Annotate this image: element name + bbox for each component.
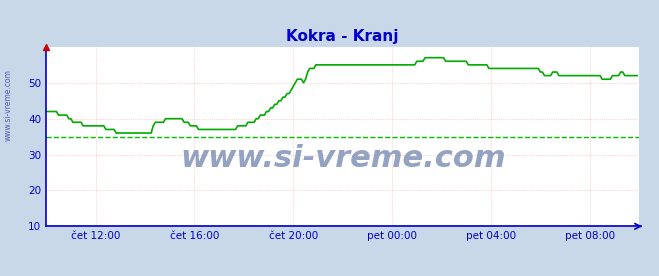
Title: Kokra - Kranj: Kokra - Kranj bbox=[287, 29, 399, 44]
Text: www.si-vreme.com: www.si-vreme.com bbox=[180, 144, 505, 173]
Text: www.si-vreme.com: www.si-vreme.com bbox=[3, 69, 13, 141]
